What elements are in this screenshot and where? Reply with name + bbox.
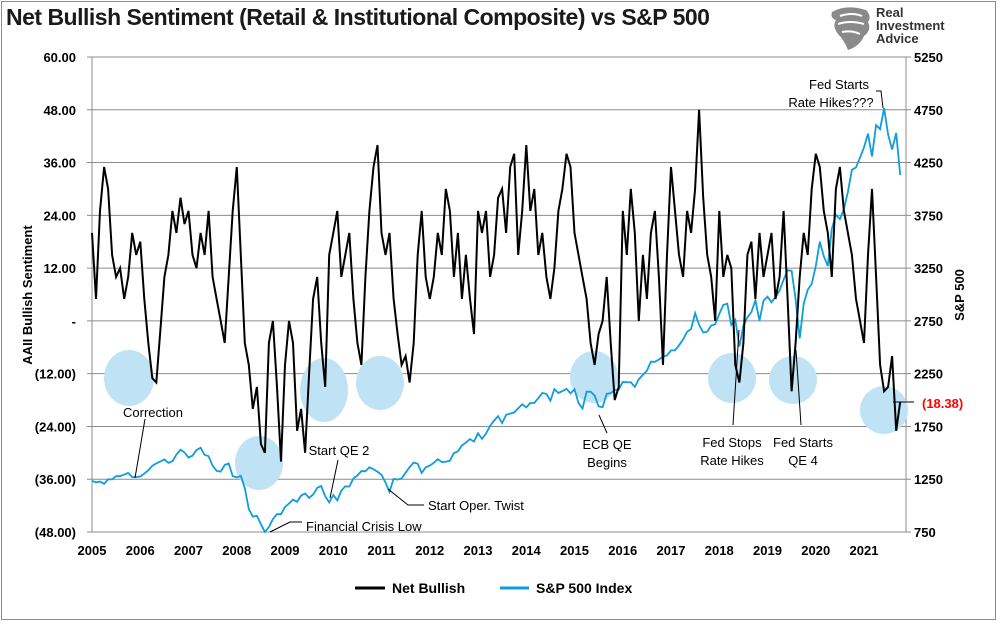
leader-line	[795, 349, 802, 426]
highlight-circle	[104, 350, 154, 406]
y-axis-right-title: S&P 500	[952, 269, 967, 321]
x-tick-label: 2018	[705, 543, 734, 558]
annotation-rate-hikes: Fed Starts	[809, 77, 869, 92]
annotation-ecb: Begins	[587, 455, 627, 470]
annotation-fed-stops: Rate Hikes	[700, 453, 764, 468]
x-tick-label: 2007	[174, 543, 203, 558]
highlight-circles	[104, 350, 908, 490]
x-tick-label: 2006	[126, 543, 155, 558]
x-tick-label: 2013	[464, 543, 493, 558]
y-tick-label-left: 48.00	[43, 103, 76, 118]
x-tick-label: 2019	[753, 543, 782, 558]
y-tick-label-right: 1250	[914, 472, 943, 487]
x-tick-label: 2016	[608, 543, 637, 558]
x-tick-label: 2014	[512, 543, 542, 558]
highlight-circle	[300, 358, 348, 422]
leader-line	[598, 414, 608, 434]
y-tick-label-left: (48.00)	[35, 525, 76, 540]
leader-line	[134, 418, 146, 479]
x-tick-label: 2010	[319, 543, 348, 558]
y-tick-label-left: -	[72, 314, 76, 329]
net-bullish-series-line	[91, 109, 902, 462]
lion-logo-icon	[831, 7, 870, 51]
x-tick-label: 2005	[78, 543, 107, 558]
leader-line	[876, 90, 884, 109]
last-value-label: (18.38)	[922, 396, 963, 411]
y-tick-label-right: 4750	[914, 103, 943, 118]
x-tick-label: 2012	[415, 543, 444, 558]
annotation-leader-lines	[134, 90, 914, 533]
y-tick-label-right: 2250	[914, 367, 943, 382]
annotation-qe4: Fed Starts	[773, 435, 833, 450]
x-tick-label: 2021	[850, 543, 879, 558]
legend: Net Bullish S&P 500 Index	[355, 580, 632, 596]
x-tick-label: 2015	[560, 543, 589, 558]
leader-line	[269, 521, 302, 533]
y-tick-label-left: 24.00	[43, 208, 76, 223]
y-tick-label-right: 3250	[914, 261, 943, 276]
annotation-crisis: Financial Crisis Low	[306, 519, 422, 534]
annotation-fed-stops: Fed Stops	[702, 435, 762, 450]
y-tick-label-right: 750	[914, 525, 936, 540]
leader-line	[329, 459, 339, 499]
highlight-circle	[860, 386, 908, 434]
highlight-circle	[708, 353, 756, 403]
legend-label-net-bullish: Net Bullish	[392, 580, 465, 596]
highlight-circle	[356, 356, 404, 410]
axis-ticks: 60.00 5250 48.00 4750 36.00 4250 24.00 3750 12.0…	[35, 50, 943, 558]
logo-line: Advice	[876, 31, 919, 46]
x-tick-label: 2020	[801, 543, 830, 558]
y-tick-label-right: 3750	[914, 208, 943, 223]
y-tick-label-right: 2750	[914, 314, 943, 329]
logo-line: Investment	[876, 18, 945, 33]
annotation-correction: Correction	[123, 405, 183, 420]
y-tick-label-left: (12.00)	[35, 367, 76, 382]
logo-line: Real	[876, 5, 904, 20]
gridlines	[87, 56, 911, 533]
annotation-rate-hikes: Rate Hikes???	[788, 95, 873, 110]
y-tick-label-right: 5250	[914, 50, 943, 65]
y-tick-label-left: 36.00	[43, 156, 76, 171]
annotation-qe4: QE 4	[788, 453, 818, 468]
highlight-circle	[235, 436, 283, 490]
y-axis-left-title: AAII Bullish Sentiment	[20, 225, 35, 365]
y-tick-label-left: 60.00	[43, 50, 76, 65]
y-tick-label-left: (36.00)	[35, 472, 76, 487]
annotation-twist: Start Oper. Twist	[428, 498, 524, 513]
annotations: Correction Start QE 2 Start Oper. Twist …	[123, 77, 963, 534]
x-tick-label: 2011	[367, 543, 395, 558]
highlight-circle	[570, 351, 618, 403]
sp500-series-line	[91, 107, 902, 534]
x-tick-label: 2008	[222, 543, 251, 558]
y-tick-label-left: (24.00)	[35, 419, 76, 434]
leader-line	[732, 329, 740, 426]
logo-text: Real Investment Advice	[876, 6, 945, 45]
x-tick-label: 2017	[657, 543, 686, 558]
y-tick-label-right: 1750	[914, 419, 943, 434]
y-tick-label-left: 12.00	[43, 261, 76, 276]
leader-line	[387, 488, 424, 506]
annotation-qe2: Start QE 2	[309, 443, 370, 458]
chart-title: Net Bullish Sentiment (Retail & Institut…	[6, 4, 710, 30]
annotation-ecb: ECB QE	[582, 437, 631, 452]
legend-label-sp500: S&P 500 Index	[536, 580, 632, 596]
y-tick-label-right: 4250	[914, 156, 943, 171]
x-tick-label: 2009	[271, 543, 300, 558]
